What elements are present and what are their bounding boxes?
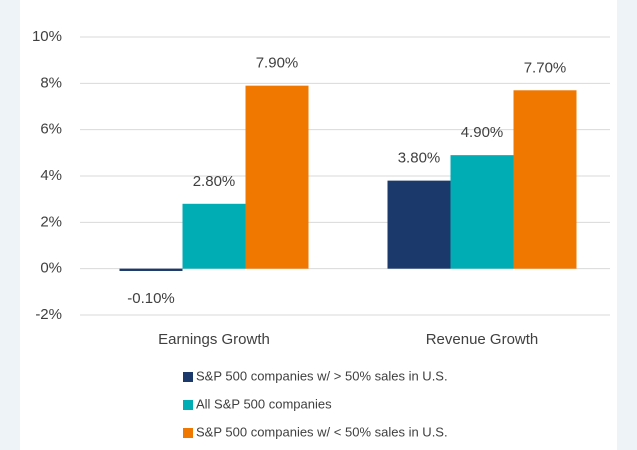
x-tick-label: Earnings Growth xyxy=(158,331,270,348)
bar xyxy=(513,90,577,269)
legend-label: S&P 500 companies w/ > 50% sales in U.S. xyxy=(196,368,448,383)
legend-label: All S&P 500 companies xyxy=(196,396,332,411)
x-tick-label: Revenue Growth xyxy=(426,331,539,348)
y-tick-label: 8% xyxy=(40,74,62,91)
bar xyxy=(182,203,246,269)
y-tick-label: 10% xyxy=(32,28,62,45)
data-label: 7.70% xyxy=(524,59,567,76)
bar xyxy=(245,85,309,269)
bar xyxy=(450,155,514,269)
legend: S&P 500 companies w/ > 50% sales in U.S.… xyxy=(183,368,448,439)
y-tick-label: -2% xyxy=(35,306,62,323)
bar xyxy=(387,180,451,269)
y-tick-label: 0% xyxy=(40,260,62,277)
bar xyxy=(119,268,183,271)
y-tick-label: 4% xyxy=(40,167,62,184)
y-tick-label: 6% xyxy=(40,121,62,138)
data-label: 2.80% xyxy=(193,173,236,190)
data-label: 4.90% xyxy=(461,124,504,141)
legend-swatch xyxy=(183,400,193,410)
y-tick-label: 2% xyxy=(40,213,62,230)
legend-swatch xyxy=(183,372,193,382)
legend-label: S&P 500 companies w/ < 50% sales in U.S. xyxy=(196,424,448,439)
data-label: 3.80% xyxy=(398,150,441,167)
data-label: 7.90% xyxy=(256,55,299,72)
data-label: -0.10% xyxy=(127,290,175,307)
legend-swatch xyxy=(183,428,193,438)
